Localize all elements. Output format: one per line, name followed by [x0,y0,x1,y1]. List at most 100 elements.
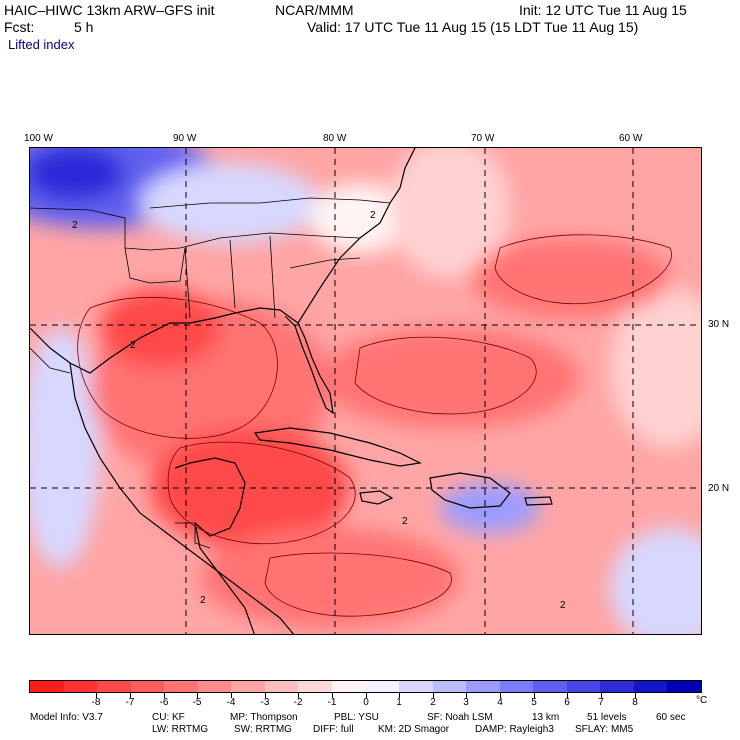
cool-region-southeast [610,528,701,634]
footer-sflay: SFLAY: MM5 [575,724,634,735]
border-alabama [229,239,236,309]
border-mississippi [184,247,191,319]
colorbar-tick [96,693,97,698]
warm-region-atlantic [470,238,670,318]
contour-atlantic [494,234,672,305]
border-georgia [269,235,276,319]
hispaniola-coast [429,472,511,509]
central-america-coast [194,522,255,634]
colorbar-tick-label: -4 [226,697,236,708]
contour-south [264,552,452,617]
colorbar-tick [231,693,232,698]
colorbar-segment [499,681,534,692]
colorbar-segment [466,681,500,692]
colorbar-segment [633,681,668,692]
colorbar-tick [466,693,467,698]
coastlines [30,148,553,634]
contour-gulf [77,296,278,439]
colorbar-segment [600,681,634,692]
colorbar-segment [298,681,332,692]
yucatan-coast [174,457,246,537]
contour-bahamas [354,336,537,415]
colorbar-tick [197,693,198,698]
colorbar-tick-label: -8 [91,697,101,708]
colorbar-tick-label: 3 [463,697,469,708]
colorbar-tick-label: 7 [598,697,604,708]
contour-label-6: 2 [560,600,566,611]
puerto-rico-coast [524,496,553,506]
border-texas-oklahoma [30,207,181,251]
colorbar-tick-label: 0 [363,697,369,708]
field-patches [30,148,701,634]
lat-label-30n: 30 N [708,319,730,330]
colorbar-tick-label: -2 [293,697,303,708]
colorbar-tick-label: 5 [531,697,537,708]
field-name: Lifted index [8,37,75,52]
border-guatemala [175,522,211,549]
valid-time: Valid: 17 UTC Tue 11 Aug 15 (15 LDT Tue … [307,19,639,35]
border-arkansas [124,247,186,284]
warm-region-caribbean [200,528,460,628]
cool-region-carolinas [310,183,410,253]
border-carolinas [289,257,361,269]
colorbar-unit: °C [696,695,708,706]
gulf-coast [30,307,334,415]
contour-label-5: 2 [200,595,206,606]
colorbar-tick [500,693,501,698]
colorbar-segment [130,681,165,692]
contour-caribbean [167,441,356,545]
lon-label-100w: 100 W [24,133,53,144]
contour-label-3: 2 [130,340,136,351]
footer-mp: MP: Thompson [230,712,298,723]
colorbar-tick [399,693,400,698]
colorbar-segment [667,681,701,692]
colorbar [29,680,702,693]
east-coast [297,148,416,324]
warm-region-bahamas [320,328,580,428]
lon-label-90w: 90 W [173,133,197,144]
footer-levels: 51 levels [587,712,627,723]
footer-km: KM: 2D Smagor [378,724,450,735]
border-tennessee [179,232,361,249]
colorbar-tick-label: -7 [125,697,135,708]
colorbar-tick [433,693,434,698]
colorbar-tick [265,693,266,698]
footer-cu: CU: KF [152,712,185,723]
fcst-label: Fcst: [4,19,35,35]
neutral-region-atlantic [390,148,510,278]
colorbar-segment [164,681,198,692]
colorbar-segment [197,681,232,692]
colorbar-tick [534,693,535,698]
colorbar-tick [601,693,602,698]
contour-label-1: 2 [72,220,78,231]
model-title: HAIC–HIWC 13km ARW–GFS init [4,2,215,18]
lon-label-60w: 60 W [619,133,643,144]
graticule [30,148,701,634]
colorbar-tick-label: 2 [430,697,436,708]
footer-damp: DAMP: Rayleigh3 [475,724,554,735]
colorbar-tick-label: 1 [396,697,402,708]
footer-diff: DIFF: full [313,724,354,735]
colorbar-tick-label: -1 [327,697,337,708]
colorbar-tick-label: 4 [497,697,503,708]
border-virginia [259,197,391,204]
jamaica-coast [359,490,394,505]
colorbar-segment [399,681,433,692]
footer-resolution: 13 km [532,712,560,723]
init-time: Init: 12 UTC Tue 11 Aug 15 [519,2,687,18]
colorbar-segment [566,681,601,692]
cool-region-hispaniola [440,483,540,533]
footer-timestep: 60 sec [656,712,686,723]
footer-sw: SW: RRTMG [234,724,292,735]
border-kentucky [149,202,260,209]
org-label: NCAR/MMM [275,2,354,18]
map-svg: 2 2 2 2 2 2 [30,148,701,634]
footer-pbl: PBL: YSU [334,712,379,723]
colorbar-segment [97,681,131,692]
cuba-coast [253,427,422,467]
lon-label-70w: 70 W [471,133,495,144]
cool-core-northwest [30,148,125,201]
lifted-index-map: 2 2 2 2 2 2 [29,147,702,635]
colorbar-tick [130,693,131,698]
colorbar-segment [30,681,64,692]
